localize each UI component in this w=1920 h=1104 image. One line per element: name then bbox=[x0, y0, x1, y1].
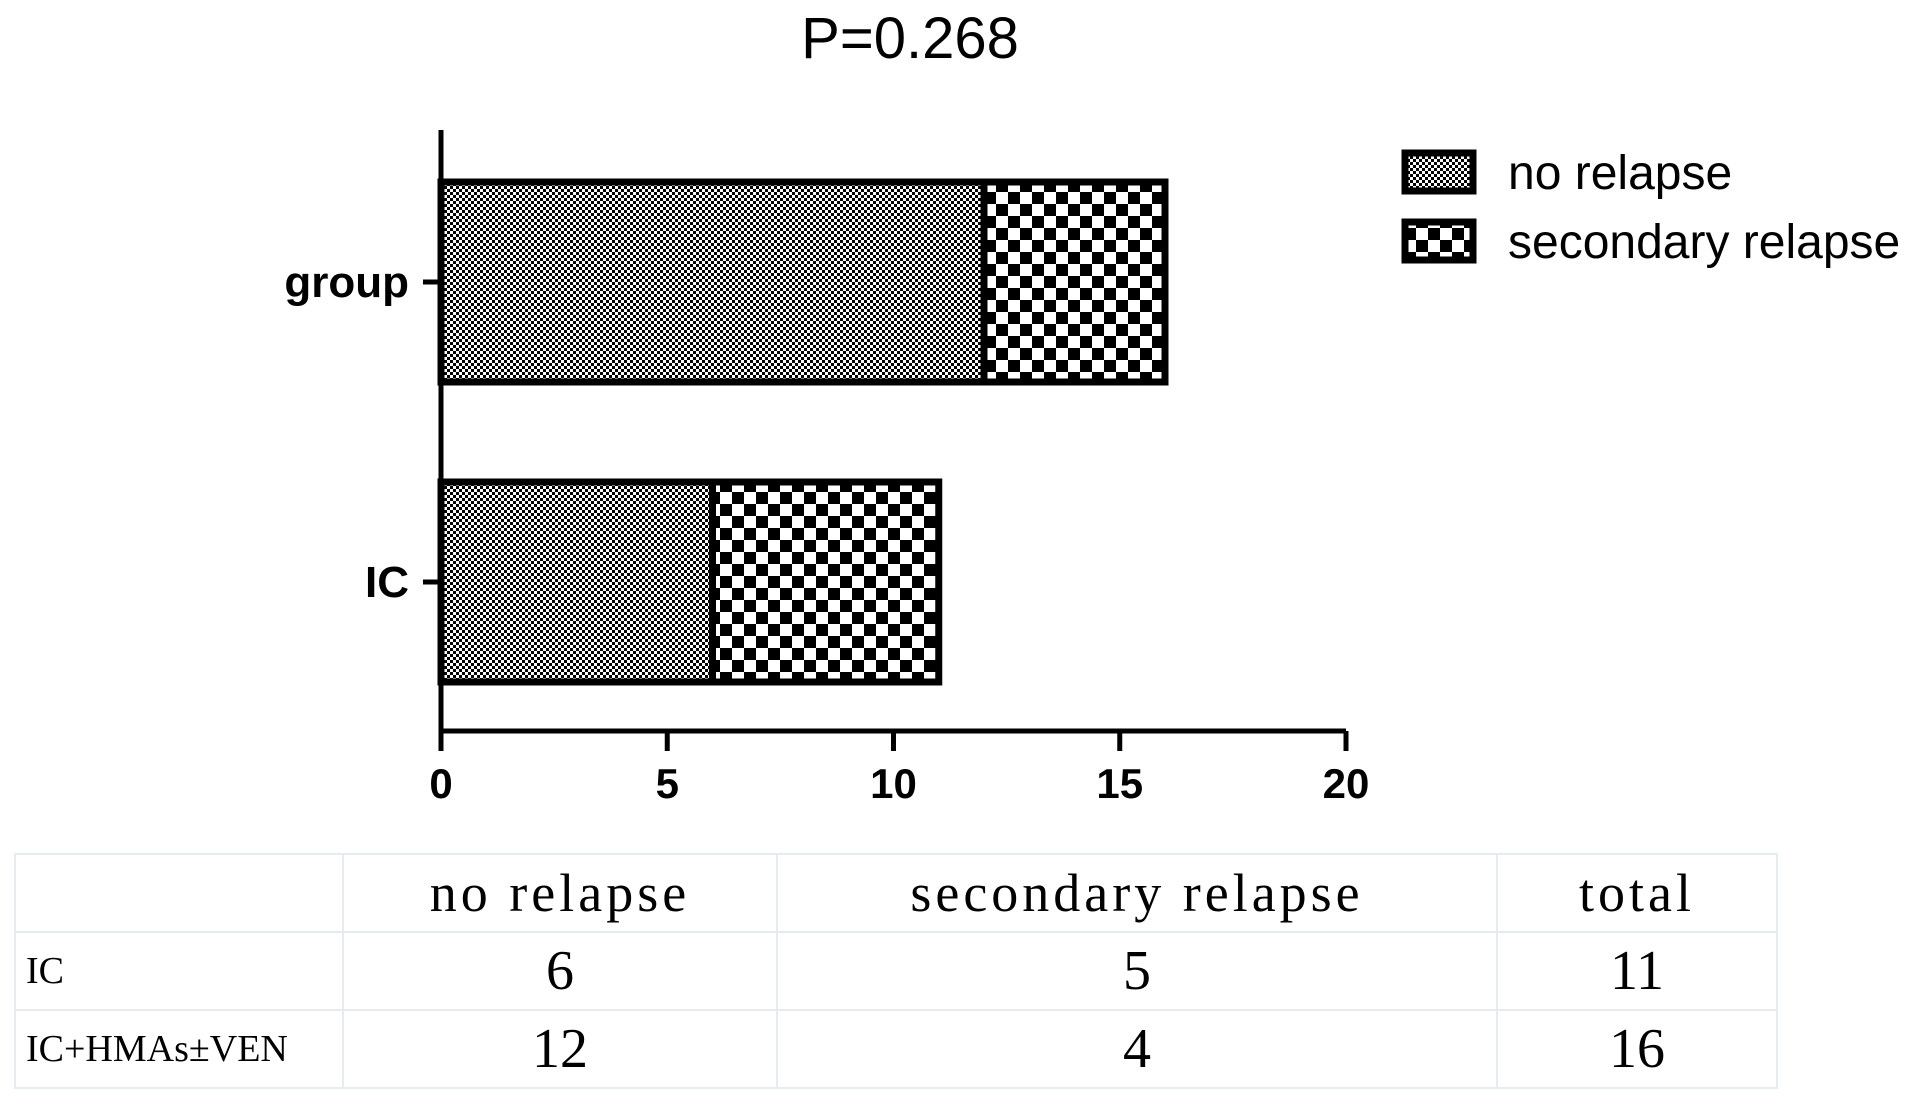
data-table: no relapse secondary relapse total IC 6 … bbox=[14, 853, 1778, 1089]
bar-segment bbox=[437, 178, 988, 386]
bar-chart: P=0.268 group IC 0 5 10 15 20 no relapse second… bbox=[284, 6, 1900, 807]
legend-label: secondary relapse bbox=[1508, 216, 1900, 269]
table-row-label: IC+HMAs±VEN bbox=[14, 1009, 344, 1089]
category-label: group bbox=[284, 258, 409, 307]
table-row: IC+HMAs±VEN 12 4 16 bbox=[14, 1009, 1778, 1089]
table-header-cell bbox=[14, 853, 344, 933]
legend-label: no relapse bbox=[1508, 147, 1732, 200]
table-cell: 16 bbox=[1496, 1009, 1778, 1089]
legend-swatch bbox=[1401, 218, 1477, 264]
legend-swatch bbox=[1401, 149, 1477, 195]
table-row-label: IC bbox=[14, 931, 344, 1011]
table-cell: 4 bbox=[776, 1009, 1498, 1089]
table-row: IC 6 5 11 bbox=[14, 931, 1778, 1011]
table-header-row: no relapse secondary relapse total bbox=[14, 853, 1778, 933]
table-header-cell: total bbox=[1496, 853, 1778, 933]
x-tick-label: 0 bbox=[429, 760, 452, 807]
x-tick-label: 5 bbox=[656, 760, 679, 807]
chart-title: P=0.268 bbox=[801, 6, 1019, 71]
table-cell: 6 bbox=[342, 931, 778, 1011]
table-header-cell: no relapse bbox=[342, 853, 778, 933]
x-tick-label: 20 bbox=[1323, 760, 1370, 807]
bar-segment bbox=[709, 478, 943, 686]
x-tick-label: 15 bbox=[1096, 760, 1143, 807]
table-header-cell: secondary relapse bbox=[776, 853, 1498, 933]
bar-segment bbox=[437, 478, 716, 686]
table-cell: 11 bbox=[1496, 931, 1778, 1011]
x-tick-label: 10 bbox=[870, 760, 917, 807]
bar-segment bbox=[980, 178, 1169, 386]
table-cell: 12 bbox=[342, 1009, 778, 1089]
category-label: IC bbox=[365, 558, 409, 607]
table-cell: 5 bbox=[776, 931, 1498, 1011]
